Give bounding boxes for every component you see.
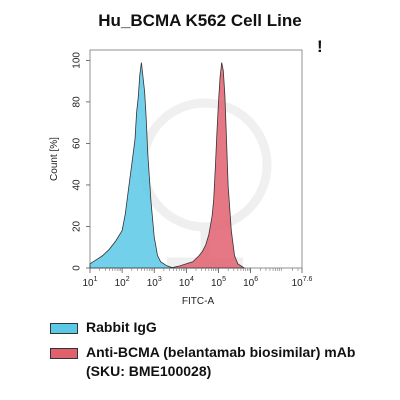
y-tick-label-100: 100 <box>72 52 83 69</box>
x-tick-label-1: 101 <box>82 276 97 289</box>
series-histogram-rabbit-igg <box>89 62 174 269</box>
y-tick-label-40: 40 <box>72 179 83 191</box>
x-tick-label-2: 102 <box>115 276 130 289</box>
legend-swatch-rabbit-igg <box>50 323 78 334</box>
watermark-logo <box>138 98 272 267</box>
x-axis: 101 102 103 104 105 106 107.6 <box>82 268 313 289</box>
legend-swatch-anti-bcma <box>50 348 78 359</box>
chart-title: Hu_BCMA K562 Cell Line <box>98 11 301 30</box>
x-tick-label-3: 103 <box>147 276 162 289</box>
x-tick-label-7-6: 107.6 <box>292 276 313 289</box>
legend-item-rabbit-igg: Rabbit IgG <box>50 318 395 337</box>
y-tick-label-60: 60 <box>72 137 83 149</box>
y-tick-label-0: 0 <box>72 265 83 271</box>
y-tick-label-20: 20 <box>72 220 83 232</box>
legend-label-rabbit-igg: Rabbit IgG <box>86 319 157 335</box>
y-axis: 0 20 40 60 80 100 <box>72 52 90 271</box>
legend: Rabbit IgG Anti-BCMA (belantamab biosimi… <box>50 318 395 387</box>
series-layer <box>89 62 246 269</box>
x-tick-label-5: 105 <box>211 276 226 289</box>
legend-label-anti-bcma: Anti-BCMA (belantamab biosimilar) mAb (S… <box>86 344 356 379</box>
y-tick-label-80: 80 <box>72 96 83 108</box>
x-tick-label-6: 106 <box>243 276 258 289</box>
legend-item-anti-bcma: Anti-BCMA (belantamab biosimilar) mAb (S… <box>50 343 395 381</box>
series-histogram-anti-bcma <box>170 62 246 269</box>
corner-mark: ! <box>317 37 323 56</box>
y-axis-label: Count [%] <box>49 137 60 181</box>
x-axis-label: FITC-A <box>182 296 215 307</box>
x-tick-label-4: 104 <box>179 276 194 289</box>
